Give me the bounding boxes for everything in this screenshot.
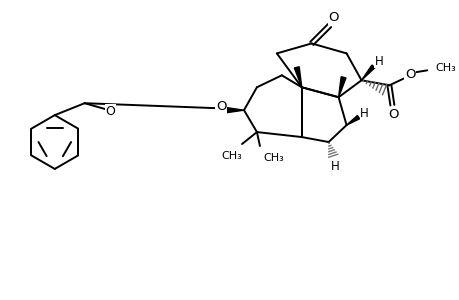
Text: CH₃: CH₃ — [434, 63, 455, 73]
Text: H: H — [359, 107, 368, 120]
Text: O: O — [387, 108, 398, 121]
Polygon shape — [227, 108, 243, 113]
Polygon shape — [361, 65, 374, 80]
Text: O: O — [106, 105, 115, 118]
Text: O: O — [404, 68, 414, 81]
Text: O: O — [328, 11, 338, 24]
Text: H: H — [330, 160, 339, 173]
Text: H: H — [374, 55, 383, 68]
Text: O: O — [215, 100, 226, 113]
Polygon shape — [346, 116, 359, 125]
Polygon shape — [294, 67, 301, 87]
Text: CH₃: CH₃ — [263, 153, 284, 163]
Text: CH₃: CH₃ — [221, 151, 242, 161]
Polygon shape — [338, 77, 345, 97]
